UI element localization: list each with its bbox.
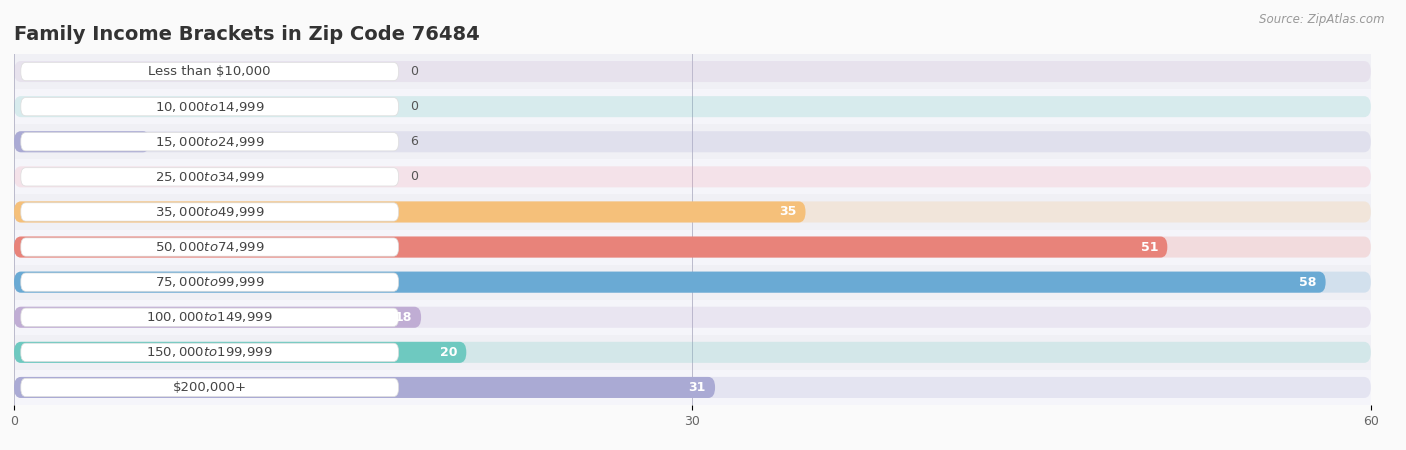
FancyBboxPatch shape (14, 96, 1371, 117)
Text: 20: 20 (440, 346, 457, 359)
FancyBboxPatch shape (21, 238, 398, 256)
Text: Source: ZipAtlas.com: Source: ZipAtlas.com (1260, 14, 1385, 27)
Bar (14, 300, 1371, 335)
FancyBboxPatch shape (14, 307, 1371, 328)
FancyBboxPatch shape (21, 168, 398, 186)
Text: 31: 31 (689, 381, 706, 394)
FancyBboxPatch shape (21, 378, 398, 396)
Bar (14, 265, 1371, 300)
Text: $35,000 to $49,999: $35,000 to $49,999 (155, 205, 264, 219)
FancyBboxPatch shape (14, 377, 1371, 398)
FancyBboxPatch shape (14, 131, 1371, 152)
FancyBboxPatch shape (14, 377, 716, 398)
FancyBboxPatch shape (21, 343, 398, 361)
FancyBboxPatch shape (14, 237, 1167, 257)
Bar (14, 230, 1371, 265)
Text: 35: 35 (779, 206, 796, 218)
FancyBboxPatch shape (21, 98, 398, 116)
Text: 58: 58 (1299, 276, 1316, 288)
Text: Less than $10,000: Less than $10,000 (149, 65, 271, 78)
Bar (14, 335, 1371, 370)
Text: $100,000 to $149,999: $100,000 to $149,999 (146, 310, 273, 324)
FancyBboxPatch shape (14, 202, 1371, 222)
Bar (14, 124, 1371, 159)
Text: Family Income Brackets in Zip Code 76484: Family Income Brackets in Zip Code 76484 (14, 25, 479, 44)
FancyBboxPatch shape (21, 63, 398, 81)
Bar (14, 89, 1371, 124)
Text: $25,000 to $34,999: $25,000 to $34,999 (155, 170, 264, 184)
Text: $150,000 to $199,999: $150,000 to $199,999 (146, 345, 273, 360)
FancyBboxPatch shape (14, 342, 1371, 363)
FancyBboxPatch shape (14, 61, 1371, 82)
FancyBboxPatch shape (21, 203, 398, 221)
Bar (14, 159, 1371, 194)
Text: $75,000 to $99,999: $75,000 to $99,999 (155, 275, 264, 289)
Bar (14, 54, 1371, 89)
FancyBboxPatch shape (14, 342, 467, 363)
FancyBboxPatch shape (14, 131, 149, 152)
Text: 6: 6 (409, 135, 418, 148)
Text: $10,000 to $14,999: $10,000 to $14,999 (155, 99, 264, 114)
Text: $15,000 to $24,999: $15,000 to $24,999 (155, 135, 264, 149)
FancyBboxPatch shape (14, 166, 1371, 187)
Bar (14, 370, 1371, 405)
FancyBboxPatch shape (21, 273, 398, 291)
FancyBboxPatch shape (14, 272, 1326, 292)
FancyBboxPatch shape (14, 272, 1371, 292)
Text: 51: 51 (1140, 241, 1159, 253)
FancyBboxPatch shape (21, 308, 398, 326)
FancyBboxPatch shape (21, 133, 398, 151)
Text: 0: 0 (409, 65, 418, 78)
FancyBboxPatch shape (14, 237, 1371, 257)
Text: 0: 0 (409, 100, 418, 113)
FancyBboxPatch shape (14, 202, 806, 222)
Text: 0: 0 (409, 171, 418, 183)
Text: 18: 18 (395, 311, 412, 324)
Bar (14, 194, 1371, 230)
Text: $50,000 to $74,999: $50,000 to $74,999 (155, 240, 264, 254)
Text: $200,000+: $200,000+ (173, 381, 246, 394)
FancyBboxPatch shape (14, 307, 422, 328)
